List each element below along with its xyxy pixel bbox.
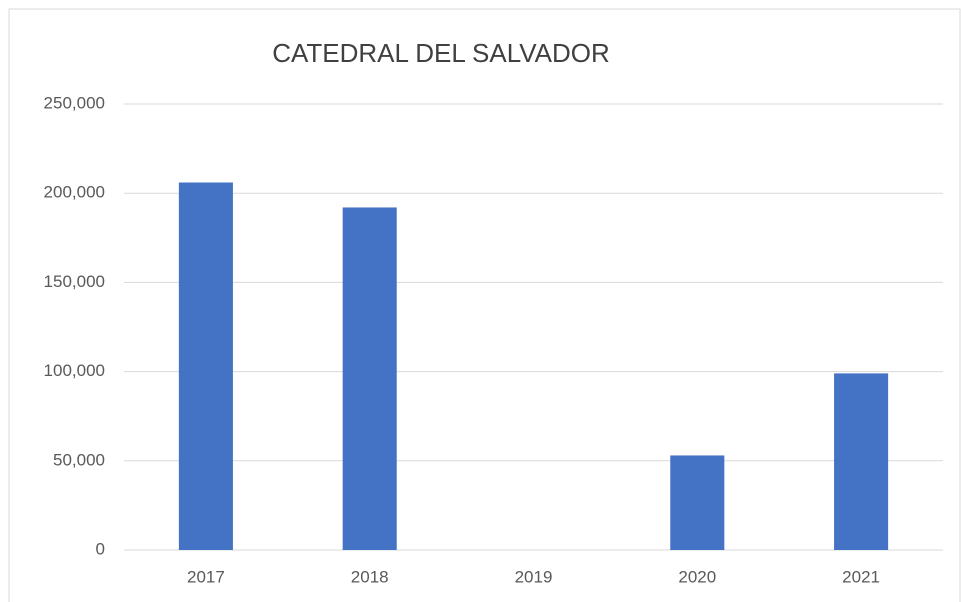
x-tick-label: 2019 xyxy=(515,567,553,586)
x-tick-label: 2021 xyxy=(842,567,880,586)
x-tick-label: 2018 xyxy=(351,567,389,586)
y-tick-label: 100,000 xyxy=(44,361,105,380)
x-tick-label: 2020 xyxy=(678,567,716,586)
chart-frame xyxy=(8,8,961,602)
y-tick-label: 250,000 xyxy=(44,93,105,112)
bar xyxy=(834,373,889,550)
bar xyxy=(670,455,725,550)
bar xyxy=(342,207,397,551)
x-tick-label: 2017 xyxy=(187,567,225,586)
chart-title: CATEDRAL DEL SALVADOR xyxy=(272,38,610,68)
y-tick-label: 0 xyxy=(96,539,105,558)
y-tick-label: 50,000 xyxy=(53,450,105,469)
bar xyxy=(178,182,233,550)
y-tick-label: 200,000 xyxy=(44,183,105,202)
y-tick-label: 150,000 xyxy=(44,272,105,291)
